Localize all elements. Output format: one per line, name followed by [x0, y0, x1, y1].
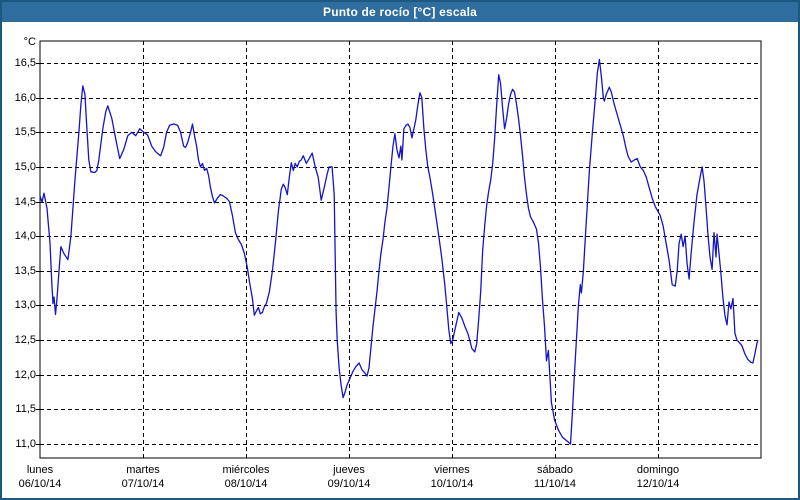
day-name: martes: [126, 464, 160, 476]
y-tick-label: 12,0: [14, 369, 36, 381]
x-axis-day-label: sábado 11/10/14: [510, 463, 600, 491]
y-tick-label: 14,0: [14, 230, 36, 242]
y-tick-label: 16,5: [14, 57, 36, 69]
x-axis-day-label: lunes 06/10/14: [0, 463, 85, 491]
x-axis-day-label: domingo 12/10/14: [613, 463, 703, 491]
y-tick-label: 14,5: [14, 196, 36, 208]
y-tick-label: 15,5: [14, 126, 36, 138]
day-name: jueves: [333, 464, 365, 476]
x-axis-day-label: jueves 09/10/14: [304, 463, 394, 491]
y-tick-label: 13,0: [14, 299, 36, 311]
y-tick-label: 11,0: [15, 438, 36, 450]
day-name: viernes: [434, 464, 470, 476]
x-axis-day-label: miércoles 08/10/14: [201, 463, 291, 491]
day-date: 08/10/14: [224, 478, 268, 490]
y-tick-label: 12,5: [14, 334, 36, 346]
chart-title: Punto de rocío [°C] escala: [322, 5, 478, 19]
x-axis-day-label: viernes 10/10/14: [407, 463, 497, 491]
chart-title-bar: Punto de rocío [°C] escala: [2, 2, 798, 22]
day-date: 07/10/14: [121, 478, 165, 490]
y-tick-label: 16,0: [14, 92, 36, 104]
plot-border: [39, 40, 762, 459]
day-date: 11/10/14: [533, 478, 576, 490]
day-date: 06/10/14: [18, 478, 62, 490]
y-tick-label: 11,5: [15, 403, 36, 415]
day-name: domingo: [636, 464, 680, 476]
day-name: miércoles: [222, 464, 270, 476]
y-tick-label: 15,0: [14, 161, 36, 173]
dew-point-line: [39, 58, 759, 445]
y-tick-label: 13,5: [14, 265, 36, 277]
day-date: 10/10/14: [430, 478, 474, 490]
y-axis-unit-label: °C: [23, 36, 36, 48]
day-date: 12/10/14: [636, 478, 680, 490]
day-name: lunes: [26, 464, 54, 476]
day-date: 09/10/14: [327, 478, 371, 490]
x-axis-day-label: martes 07/10/14: [98, 463, 188, 491]
day-name: sábado: [536, 464, 574, 476]
